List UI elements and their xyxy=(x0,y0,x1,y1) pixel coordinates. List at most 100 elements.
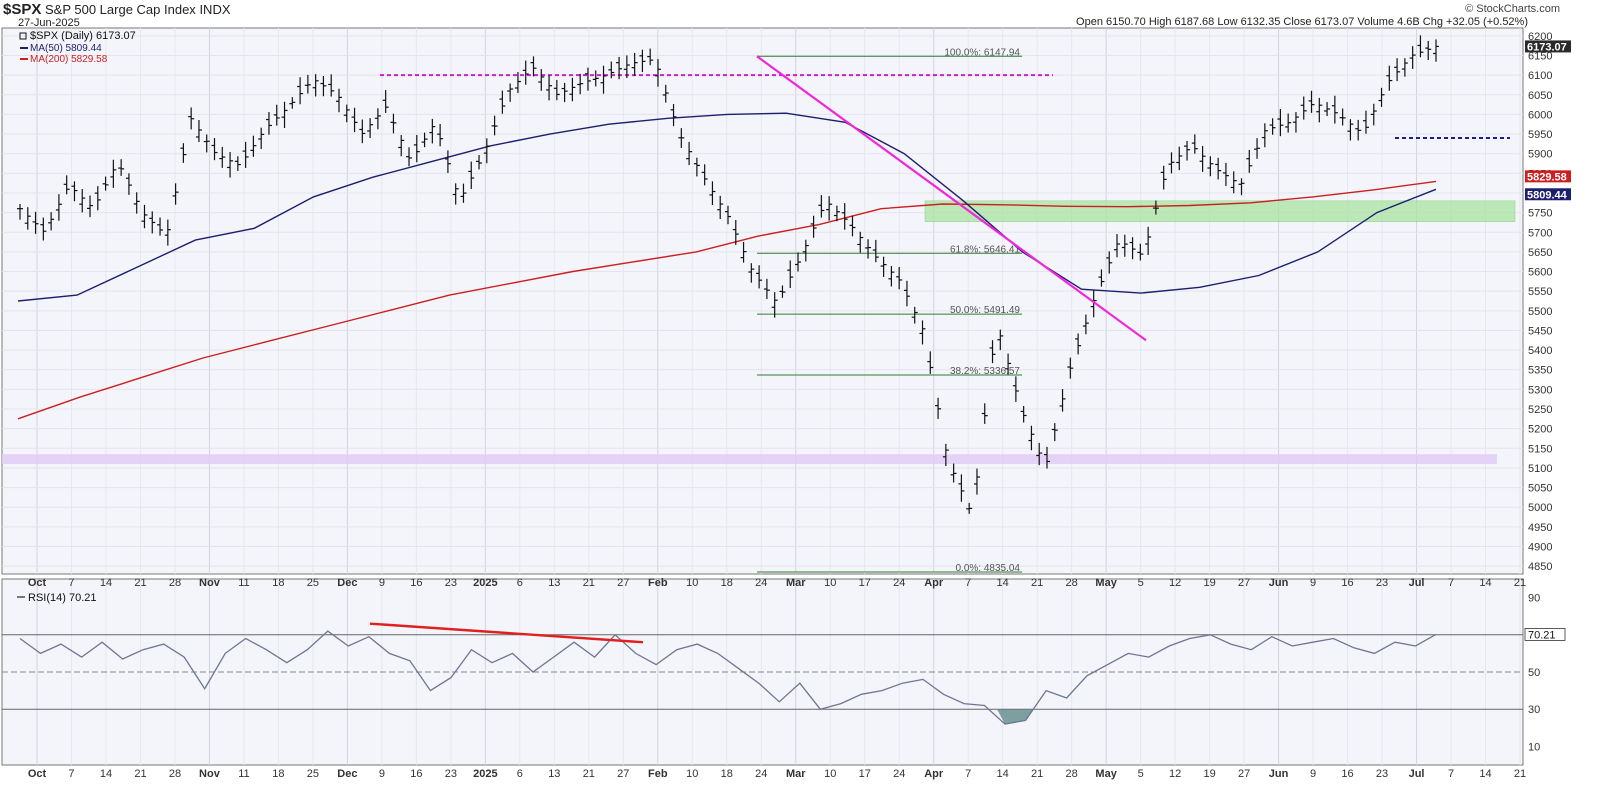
x-tick-label-rsi: 25 xyxy=(307,768,319,780)
x-tick-label-rsi: 23 xyxy=(1376,768,1388,780)
brand-watermark: © StockCharts.com xyxy=(1465,3,1560,15)
x-tick-label-rsi: 18 xyxy=(721,768,733,780)
x-tick-label: 2025 xyxy=(473,577,497,589)
y-tick-label: 5100 xyxy=(1528,463,1552,475)
x-tick-label-rsi: 21 xyxy=(1031,768,1043,780)
x-tick-label-rsi: 14 xyxy=(1479,768,1491,780)
y-tick-label: 5150 xyxy=(1528,443,1552,455)
rsi-tick-label: 10 xyxy=(1528,741,1540,753)
x-tick-label: Feb xyxy=(648,577,668,589)
ohlc-bars xyxy=(17,35,1439,514)
y-tick-label: 6100 xyxy=(1528,70,1552,82)
x-tick-label: 12 xyxy=(1169,577,1181,589)
x-tick-label: Jul xyxy=(1409,577,1425,589)
x-tick-label: 16 xyxy=(1341,577,1353,589)
rsi-tick-label: 50 xyxy=(1528,667,1540,679)
x-tick-label: 14 xyxy=(1479,577,1491,589)
x-tick-label-rsi: 27 xyxy=(1238,768,1250,780)
x-tick-label: 17 xyxy=(859,577,871,589)
legend-ma200: MA(200) 5829.58 xyxy=(30,54,108,65)
x-tick-label: 6 xyxy=(517,577,523,589)
last-price-label: 6173.07 xyxy=(1527,41,1567,53)
x-tick-label: 21 xyxy=(1514,577,1526,589)
price-panel xyxy=(1,27,1524,575)
y-tick-label: 5550 xyxy=(1528,286,1552,298)
x-tick-label-rsi: 13 xyxy=(548,768,560,780)
ma200-value-label-bg xyxy=(1525,170,1571,183)
x-tick-label: 9 xyxy=(1310,577,1316,589)
x-tick-label: Mar xyxy=(786,577,806,589)
x-tick-label-rsi: 24 xyxy=(893,768,905,780)
x-tick-label: 23 xyxy=(445,577,457,589)
chart-title: $SPX S&P 500 Large Cap Index INDX xyxy=(3,1,231,18)
y-tick-label: 5050 xyxy=(1528,483,1552,495)
x-tick-label: 7 xyxy=(1448,577,1454,589)
fib-level-label: 50.0%: 5491.49 xyxy=(950,305,1020,316)
x-tick-label-rsi: Dec xyxy=(337,768,357,780)
x-tick-label-rsi: 27 xyxy=(617,768,629,780)
x-tick-label: 23 xyxy=(1376,577,1388,589)
x-tick-label-rsi: 28 xyxy=(1066,768,1078,780)
x-tick-label: Apr xyxy=(924,577,944,589)
last-price-label-bg xyxy=(1525,40,1571,53)
x-tick-label: 18 xyxy=(272,577,284,589)
y-tick-label: 4950 xyxy=(1528,522,1552,534)
x-tick-label: 19 xyxy=(1203,577,1215,589)
x-tick-label: 24 xyxy=(755,577,767,589)
x-tick-label: Oct xyxy=(28,577,47,589)
x-tick-label: 5 xyxy=(1138,577,1144,589)
x-tick-label-rsi: 6 xyxy=(517,768,523,780)
ma200-line xyxy=(17,180,1437,420)
fib-level-label: 100.0%: 6147.94 xyxy=(944,47,1020,58)
descending-trendline xyxy=(756,55,1147,342)
x-tick-label-rsi: Oct xyxy=(28,768,47,780)
x-tick-label-rsi: Nov xyxy=(199,768,221,780)
x-tick-label-rsi: Mar xyxy=(786,768,806,780)
x-tick-label-rsi: 9 xyxy=(1310,768,1316,780)
x-tick-label: 10 xyxy=(824,577,836,589)
x-tick-label-rsi: 19 xyxy=(1203,768,1215,780)
x-tick-label-rsi: 14 xyxy=(997,768,1009,780)
x-tick-label: 13 xyxy=(548,577,560,589)
x-tick-label: 7 xyxy=(68,577,74,589)
x-tick-label-rsi: Feb xyxy=(648,768,668,780)
fib-level-label: 61.8%: 5646.41 xyxy=(950,244,1020,255)
y-tick-label: 4850 xyxy=(1528,561,1552,573)
x-tick-label-rsi: 21 xyxy=(1514,768,1526,780)
rsi-last-value: 70.21 xyxy=(1528,629,1556,641)
x-tick-label: 10 xyxy=(686,577,698,589)
y-tick-label: 5200 xyxy=(1528,424,1552,436)
x-tick-label: 16 xyxy=(410,577,422,589)
y-tick-label: 5600 xyxy=(1528,267,1552,279)
chart-date: 27-Jun-2025 xyxy=(18,17,80,29)
x-tick-label-rsi: 10 xyxy=(824,768,836,780)
exchange-label: INDX xyxy=(199,2,231,17)
x-tick-label-rsi: 2025 xyxy=(473,768,497,780)
y-tick-label: 5400 xyxy=(1528,345,1552,357)
y-tick-label: 4900 xyxy=(1528,542,1552,554)
y-tick-label: 5000 xyxy=(1528,502,1552,514)
y-tick-label: 5900 xyxy=(1528,149,1552,161)
x-tick-label-rsi: Jul xyxy=(1409,768,1425,780)
x-tick-label: 21 xyxy=(583,577,595,589)
fib-level-label: 38.2%: 5336.57 xyxy=(950,366,1020,377)
x-tick-label-rsi: 14 xyxy=(100,768,112,780)
ticker-symbol: $SPX xyxy=(3,1,42,18)
x-tick-label: 14 xyxy=(100,577,112,589)
legend-ma50: MA(50) 5809.44 xyxy=(30,43,102,54)
ma50-value-label: 5809.44 xyxy=(1527,189,1568,201)
ma200-value-label: 5829.58 xyxy=(1527,171,1567,183)
ma50-value-label-bg xyxy=(1525,188,1571,201)
ohlc-summary: Open 6150.70 High 6187.68 Low 6132.35 Cl… xyxy=(1076,16,1528,28)
y-tick-label: 6050 xyxy=(1528,90,1552,102)
x-tick-label: 27 xyxy=(1238,577,1250,589)
x-tick-label-rsi: 10 xyxy=(686,768,698,780)
x-tick-label-rsi: 24 xyxy=(755,768,767,780)
x-tick-label-rsi: Jun xyxy=(1269,768,1289,780)
x-tick-label-rsi: 21 xyxy=(583,768,595,780)
rsi-last-value-bg xyxy=(1524,628,1566,641)
x-tick-label-rsi: 7 xyxy=(1448,768,1454,780)
x-tick-label: 24 xyxy=(893,577,905,589)
x-tick-label-rsi: 17 xyxy=(859,768,871,780)
